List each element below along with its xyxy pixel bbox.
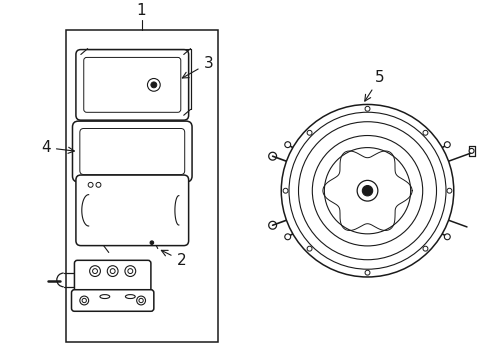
Circle shape: [89, 266, 100, 276]
Circle shape: [422, 130, 427, 135]
Circle shape: [82, 298, 86, 303]
Ellipse shape: [125, 294, 135, 298]
Circle shape: [283, 188, 287, 193]
Circle shape: [306, 246, 311, 251]
Circle shape: [284, 142, 290, 148]
Text: 4: 4: [41, 140, 74, 155]
Text: 5: 5: [364, 70, 384, 101]
FancyBboxPatch shape: [72, 121, 192, 182]
Text: 3: 3: [182, 56, 213, 78]
Circle shape: [96, 183, 101, 187]
FancyBboxPatch shape: [76, 50, 188, 120]
Circle shape: [137, 296, 145, 305]
FancyBboxPatch shape: [80, 129, 184, 175]
Circle shape: [150, 241, 153, 244]
Circle shape: [284, 234, 290, 240]
Circle shape: [365, 270, 369, 275]
Circle shape: [110, 269, 115, 274]
Circle shape: [124, 266, 136, 276]
Circle shape: [127, 269, 133, 274]
Bar: [65, 30, 217, 342]
FancyBboxPatch shape: [71, 290, 154, 311]
Circle shape: [324, 148, 410, 234]
Circle shape: [365, 106, 369, 111]
FancyBboxPatch shape: [83, 58, 181, 112]
FancyBboxPatch shape: [74, 260, 151, 296]
Circle shape: [356, 180, 377, 201]
Circle shape: [422, 246, 427, 251]
Circle shape: [281, 104, 453, 277]
Text: 1: 1: [137, 3, 146, 18]
Circle shape: [312, 135, 422, 246]
Circle shape: [80, 296, 88, 305]
Circle shape: [444, 234, 449, 240]
Circle shape: [468, 148, 473, 153]
Circle shape: [92, 269, 97, 274]
Circle shape: [298, 122, 436, 260]
Ellipse shape: [100, 294, 109, 298]
Circle shape: [444, 142, 449, 148]
Circle shape: [88, 183, 93, 187]
Circle shape: [288, 112, 445, 269]
Circle shape: [107, 266, 118, 276]
Circle shape: [151, 82, 157, 88]
Circle shape: [147, 78, 160, 91]
Circle shape: [139, 298, 143, 303]
Circle shape: [306, 130, 311, 135]
Text: 2: 2: [161, 250, 185, 268]
FancyBboxPatch shape: [76, 175, 188, 246]
Circle shape: [362, 185, 372, 196]
Circle shape: [446, 188, 451, 193]
